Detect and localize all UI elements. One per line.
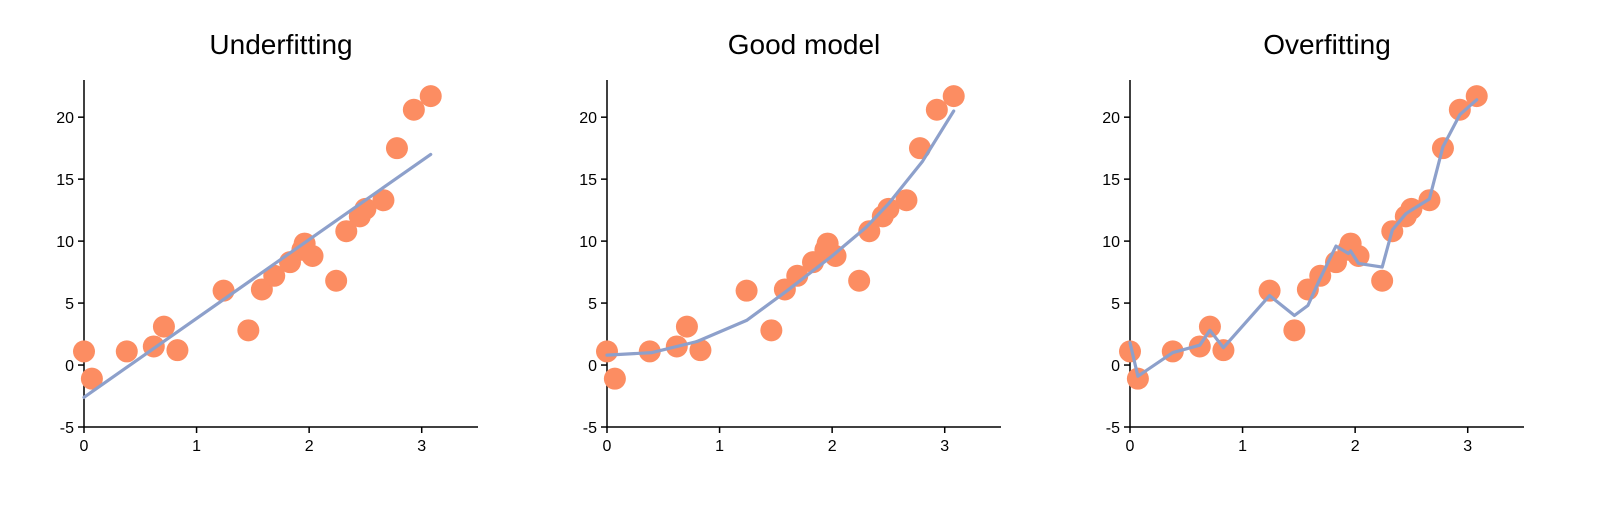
y-tick-label: 20: [56, 110, 74, 127]
axes-lines: [1129, 80, 1524, 428]
x-tick-label: 3: [1463, 438, 1472, 455]
data-point: [675, 315, 698, 338]
fit-line: [82, 152, 433, 399]
x-tick-label: 2: [305, 438, 314, 455]
data-point: [152, 315, 175, 338]
data-point: [115, 340, 138, 363]
y-tick-label: -5: [1106, 420, 1120, 437]
chart-title: Overfitting: [1263, 29, 1391, 60]
chart-panel-3: Overfitting -5 0 5 10 15 20 0 1 2 3: [1102, 29, 1524, 455]
data-point: [895, 189, 918, 212]
data-point: [73, 340, 95, 363]
data-point: [1448, 98, 1471, 121]
y-tick-label: 15: [579, 172, 597, 189]
data-point: [325, 269, 348, 292]
data-point: [263, 264, 286, 287]
y-tick-label: 20: [1102, 110, 1120, 127]
data-point: [1212, 339, 1235, 362]
x-tick-label: 1: [192, 438, 201, 455]
data-point: [237, 319, 260, 342]
data-point: [1465, 85, 1488, 108]
y-tick-label: -5: [60, 420, 74, 437]
x-tick-label: 1: [715, 438, 724, 455]
y-tick-label: 5: [588, 296, 597, 313]
data-point: [1258, 279, 1281, 302]
x-tick-label: 0: [80, 438, 89, 455]
x-tick-label: 0: [603, 438, 612, 455]
data-point: [848, 269, 871, 292]
data-point: [385, 137, 408, 160]
data-point: [1283, 319, 1306, 342]
y-tick-label: 10: [56, 234, 74, 251]
data-point: [735, 279, 758, 302]
data-point: [942, 85, 965, 108]
x-tick-label: 1: [1238, 438, 1247, 455]
y-tick-label: 5: [1111, 296, 1120, 313]
x-tick-label: 2: [828, 438, 837, 455]
y-tick-label: 15: [1102, 172, 1120, 189]
y-tick-label: 5: [65, 296, 74, 313]
chart-title: Underfitting: [209, 29, 352, 60]
data-point: [166, 339, 189, 362]
x-tick-label: 3: [940, 438, 949, 455]
data-point: [1119, 340, 1141, 363]
x-tick-label: 0: [1126, 438, 1135, 455]
scatter-points: [73, 85, 442, 390]
data-point: [786, 264, 809, 287]
fit-line: [605, 109, 956, 357]
x-tick-label: 3: [417, 438, 426, 455]
data-point: [925, 98, 948, 121]
data-point: [301, 244, 324, 267]
scatter-points: [1119, 85, 1488, 390]
data-point: [596, 340, 618, 363]
scatter-points: [596, 85, 965, 390]
fit-line: [1128, 98, 1479, 378]
y-tick-label: 10: [1102, 234, 1120, 251]
data-point: [80, 367, 103, 390]
y-tick-label: 0: [65, 358, 74, 375]
y-tick-label: 15: [56, 172, 74, 189]
y-tick-label: 10: [579, 234, 597, 251]
data-point: [1198, 315, 1221, 338]
data-point: [858, 220, 881, 243]
data-point: [877, 197, 900, 220]
data-point: [419, 85, 442, 108]
chart-panel-2: Good model -5 0 5 10 15 20 0 1 2 3: [579, 29, 1001, 455]
y-tick-label: 0: [1111, 358, 1120, 375]
data-point: [1371, 269, 1394, 292]
data-point: [402, 98, 425, 121]
data-point: [335, 220, 358, 243]
data-point: [372, 189, 395, 212]
y-tick-label: 20: [579, 110, 597, 127]
data-point: [689, 339, 712, 362]
data-point: [760, 319, 783, 342]
y-tick-label: 0: [588, 358, 597, 375]
axes-lines: [83, 80, 478, 428]
y-tick-label: -5: [583, 420, 597, 437]
chart-panel-1: Underfitting -5 0 5 10 15 20 0 1 2 3: [56, 29, 478, 455]
x-tick-label: 2: [1351, 438, 1360, 455]
data-point: [603, 367, 626, 390]
chart-title: Good model: [728, 29, 881, 60]
data-point: [1347, 244, 1370, 267]
